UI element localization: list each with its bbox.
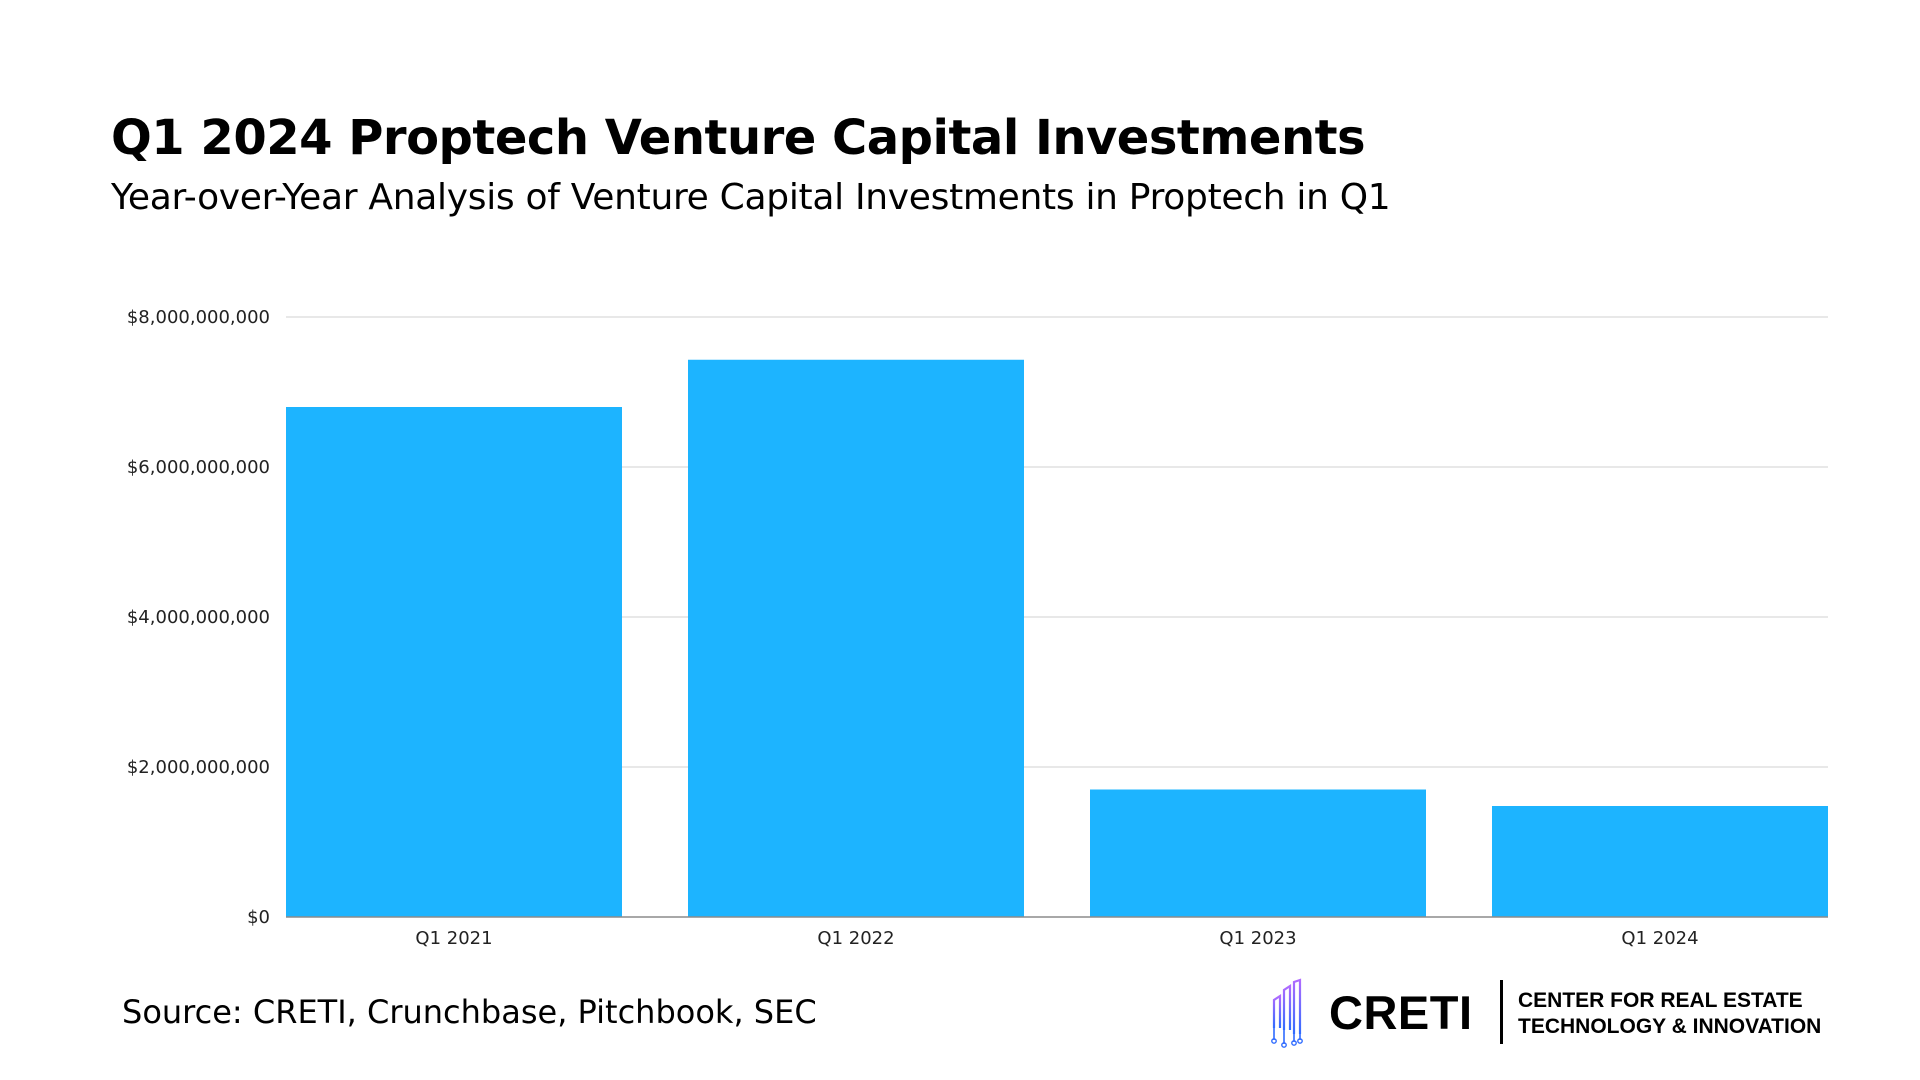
x-tick-label: Q1 2024 bbox=[1621, 928, 1698, 949]
logo-divider bbox=[1500, 980, 1503, 1044]
tick-labels: $0 $2,000,000,000 $4,000,000,000 $6,000,000… bbox=[127, 307, 1699, 949]
chart-title: Q1 2024 Proptech Venture Capital Investm… bbox=[111, 110, 1366, 166]
logo-tagline: CENTER FOR REAL ESTATE TECHNOLOGY & INNO… bbox=[1518, 988, 1821, 1040]
bar bbox=[688, 359, 1024, 917]
y-tick-label: $4,000,000,000 bbox=[127, 607, 270, 628]
x-tick-label: Q1 2023 bbox=[1219, 928, 1296, 949]
logo-tagline-line-2: TECHNOLOGY & INNOVATION bbox=[1518, 1015, 1822, 1038]
y-tick-label: $6,000,000,000 bbox=[127, 457, 270, 478]
bar bbox=[1090, 789, 1426, 917]
x-tick-label: Q1 2022 bbox=[817, 928, 894, 949]
y-tick-label: $2,000,000,000 bbox=[127, 757, 270, 778]
x-tick-label: Q1 2021 bbox=[415, 928, 492, 949]
bar bbox=[1492, 806, 1828, 917]
building-circuit-icon bbox=[1271, 978, 1303, 1048]
bar bbox=[286, 407, 622, 917]
creti-logo: CRETI CENTER FOR REAL ESTATE TECHNOLOGY … bbox=[1268, 978, 1828, 1048]
source-note: Source: CRETI, Crunchbase, Pitchbook, SE… bbox=[122, 993, 817, 1031]
y-tick-label: $0 bbox=[247, 907, 270, 928]
logo-tagline-line-1: CENTER FOR REAL ESTATE bbox=[1518, 989, 1803, 1012]
bars bbox=[286, 359, 1828, 917]
chart-subtitle: Year-over-Year Analysis of Venture Capit… bbox=[111, 177, 1391, 218]
y-tick-label: $8,000,000,000 bbox=[127, 307, 270, 328]
logo-wordmark: CRETI bbox=[1329, 986, 1473, 1039]
